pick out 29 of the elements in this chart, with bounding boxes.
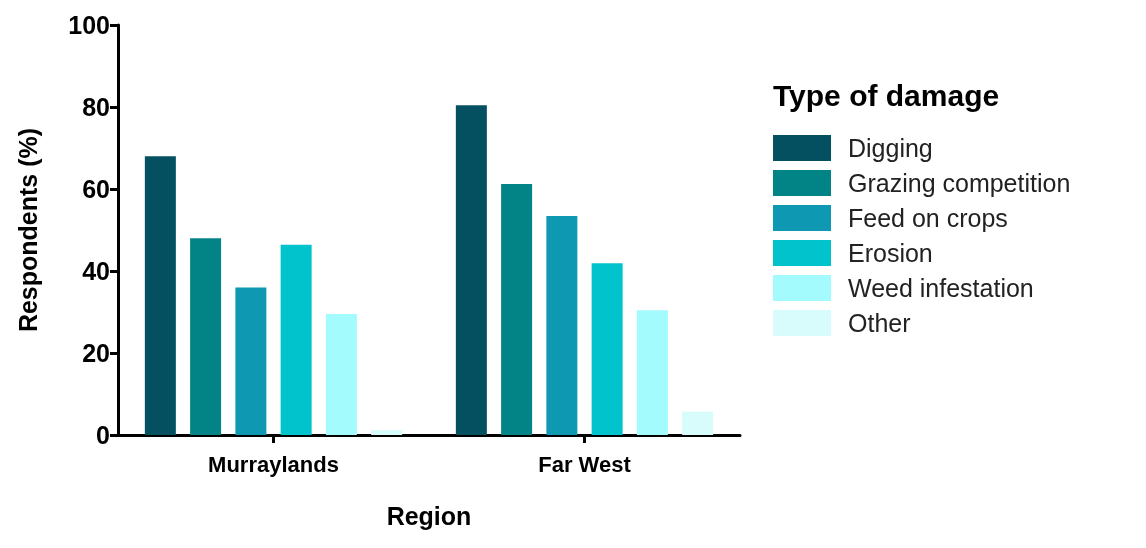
x-axis-title: Region	[386, 501, 472, 530]
legend-label: Digging	[848, 134, 933, 162]
legend-title: Type of damage	[773, 78, 1000, 112]
legend-label: Weed infestation	[848, 274, 1034, 302]
y-tick-label: 20	[82, 339, 110, 367]
bar	[144, 156, 176, 435]
bar	[591, 263, 623, 435]
bar	[455, 105, 487, 435]
y-tick-label: 40	[82, 257, 110, 285]
x-tick-label: Far West	[538, 451, 632, 477]
legend-label: Feed on crops	[848, 204, 1008, 232]
y-axis-title: Respondents (%)	[13, 127, 42, 333]
y-tick-label: 80	[82, 93, 110, 121]
bar	[280, 244, 312, 435]
legend-label: Grazing competition	[848, 169, 1071, 197]
bar	[636, 310, 668, 435]
bar	[682, 411, 714, 435]
bar	[190, 238, 222, 435]
legend-label: Other	[848, 309, 911, 337]
legend-label: Erosion	[848, 239, 933, 267]
bar	[546, 216, 578, 435]
x-tick-label: Murraylands	[208, 451, 339, 477]
bar	[371, 430, 403, 435]
bar	[325, 314, 357, 435]
bar	[501, 184, 533, 435]
y-tick-label: 60	[82, 175, 110, 203]
y-tick-label: 100	[68, 11, 110, 39]
y-tick-label: 0	[96, 421, 110, 449]
bar	[235, 287, 267, 435]
